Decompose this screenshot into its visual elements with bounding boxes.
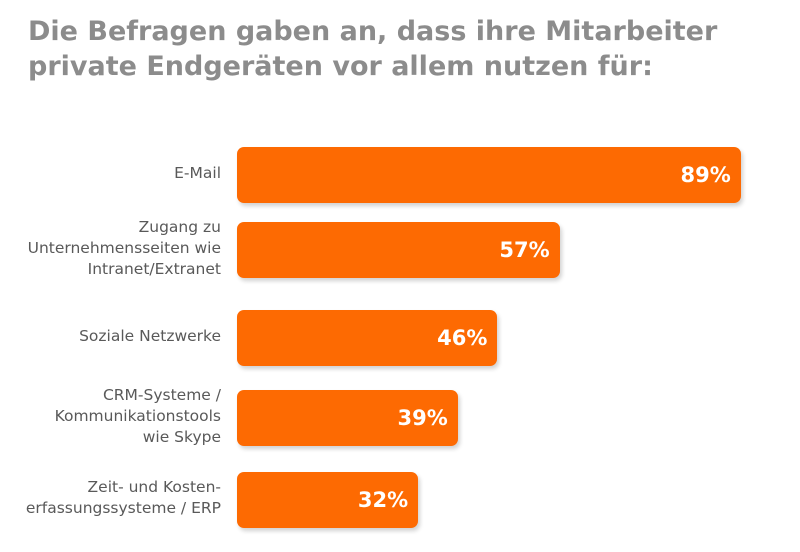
bar-value-label: 32% [357, 488, 409, 512]
category-label: Zugang zu Unternehmensseiten wie Intrane… [27, 217, 221, 278]
chart-title: Die Befragen gaben an, dass ihre Mitarbe… [28, 16, 718, 82]
bar: 32% [237, 472, 419, 528]
bar-value-label: 46% [437, 326, 488, 350]
bar-value-label: 89% [680, 163, 731, 187]
bar: 89% [237, 147, 741, 203]
category-label: CRM-Systeme / Kommunikationstools wie Sk… [54, 385, 221, 446]
category-label: Zeit- und Kosten- erfassungssysteme / ER… [25, 478, 221, 517]
bar-value-label: 57% [499, 238, 550, 262]
category-label: E-Mail [174, 163, 221, 182]
bar: 46% [237, 310, 498, 366]
category-label: Soziale Netzwerke [79, 326, 221, 345]
bar: 39% [237, 390, 458, 446]
bar: 57% [237, 222, 560, 278]
bar-value-label: 39% [397, 406, 448, 430]
